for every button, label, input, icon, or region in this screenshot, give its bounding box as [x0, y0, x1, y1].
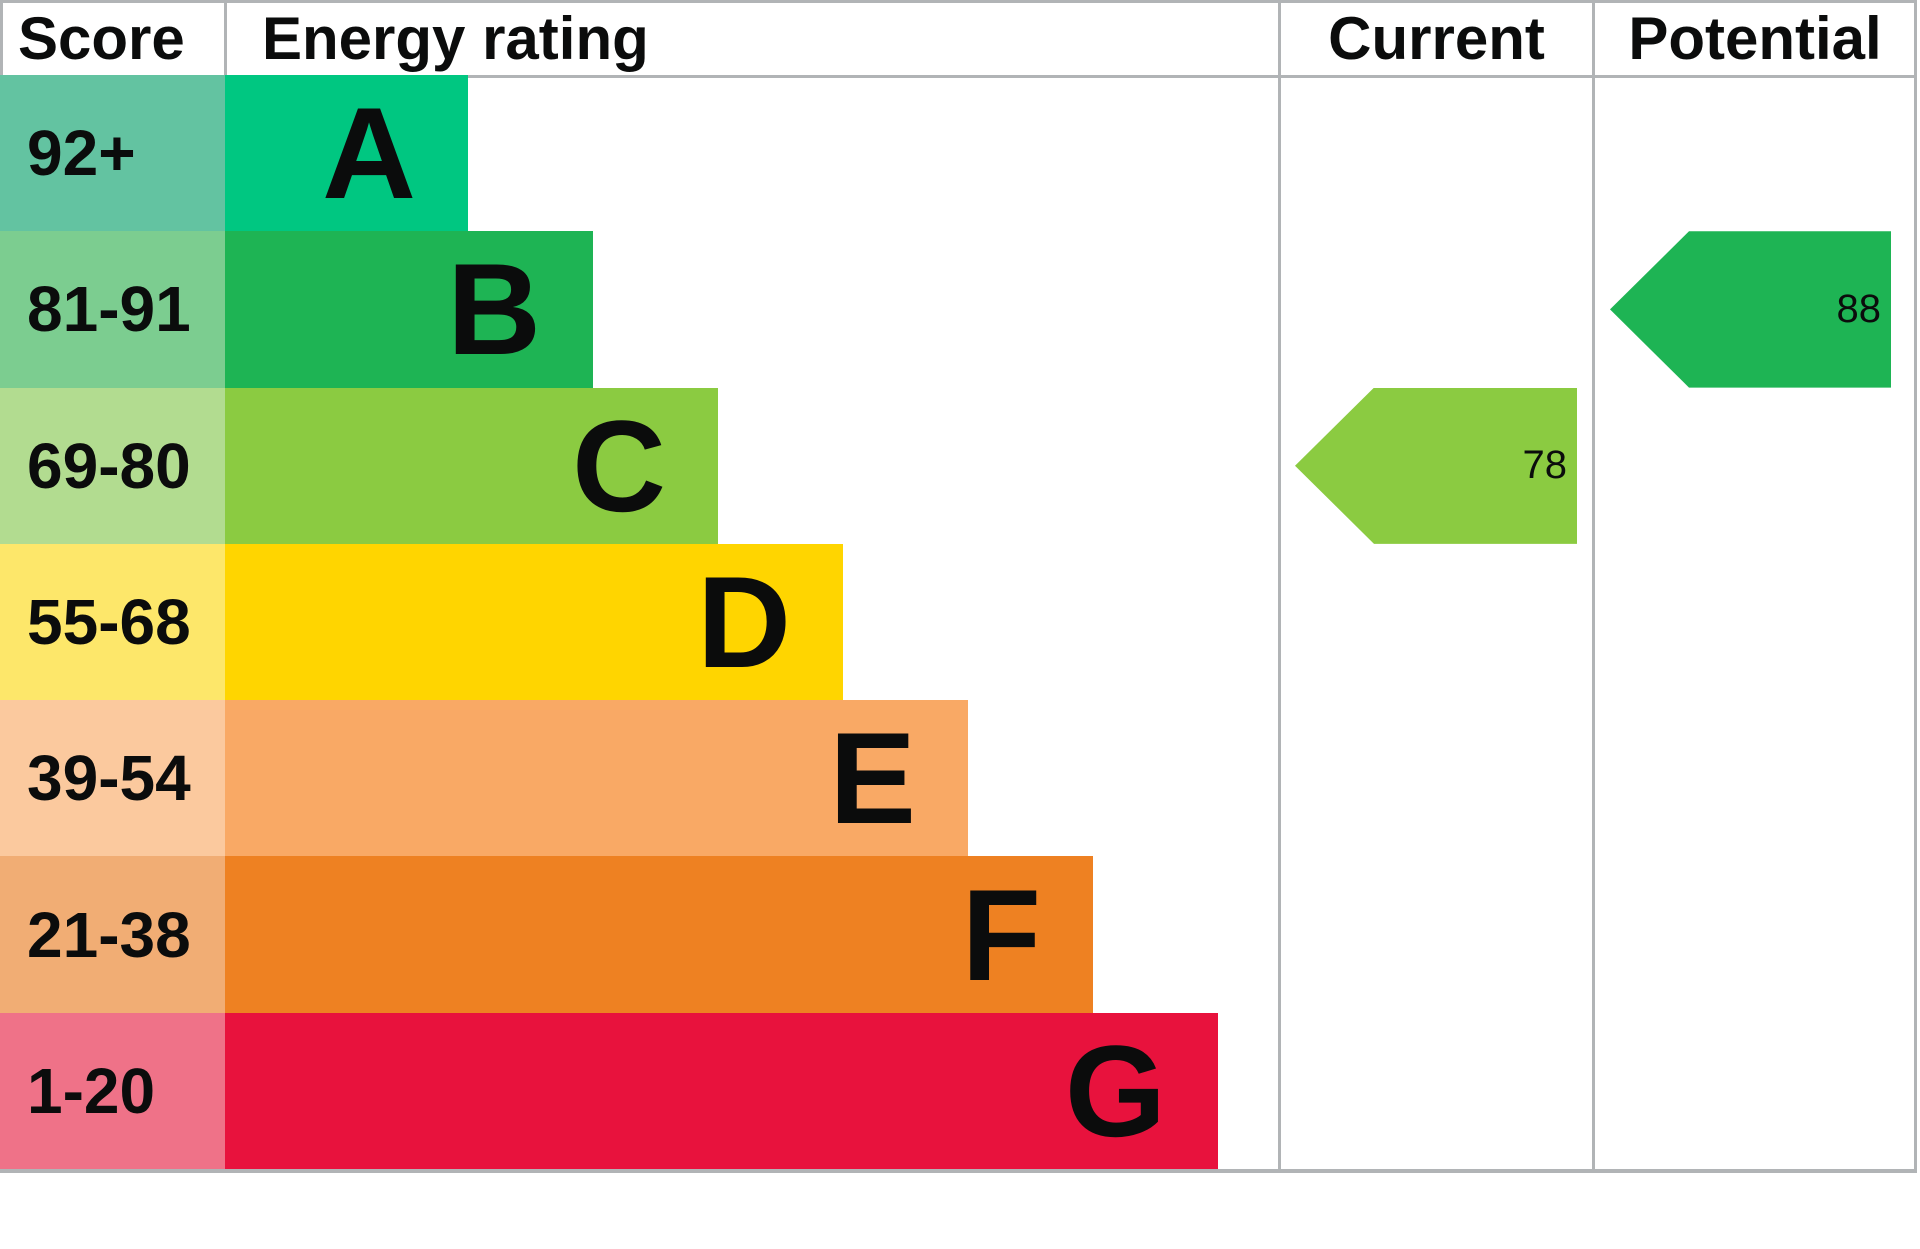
score-range-a: 92+ [0, 75, 225, 232]
header-underline [0, 75, 1917, 78]
band-row-f: 21-38 F [0, 856, 1916, 1013]
band-bar-e: E [225, 700, 968, 857]
score-range-b: 81-91 [0, 231, 225, 388]
current-column-header: Current [1328, 5, 1545, 72]
score-range-e: 39-54 [0, 700, 225, 857]
potential-rating-value: 88 [1836, 286, 1882, 331]
potential-column-header: Potential [1628, 5, 1882, 72]
score-range-d: 55-68 [0, 543, 225, 701]
band-bar-g: G [225, 1012, 1218, 1169]
band-bar-f: F [225, 856, 1093, 1013]
current-column-divider [1278, 0, 1281, 1173]
energy-rating-column-header: Energy rating [262, 5, 649, 72]
band-row-d: 55-68 D [0, 543, 1916, 701]
chart-top-border [0, 0, 1917, 3]
band-bar-d: D [225, 543, 843, 701]
band-row-a: 92+ A [0, 75, 1916, 232]
current-rating-value: 78 [1522, 443, 1568, 488]
chart-bottom-border [0, 1169, 1917, 1173]
band-bar-a: A [225, 75, 468, 232]
band-row-b: 81-91 B [0, 231, 1916, 388]
score-column-divider [224, 0, 227, 78]
band-row-e: 39-54 E [0, 700, 1916, 857]
band-row-c: 69-80 C [0, 387, 1916, 544]
band-row-g: 1-20 G [0, 1012, 1916, 1169]
header-left-border [0, 0, 3, 78]
potential-column-divider [1592, 0, 1595, 1173]
band-bar-b: B [225, 231, 593, 388]
band-bar-c: C [225, 387, 718, 544]
score-column-header: Score [18, 5, 185, 72]
chart-right-border [1914, 0, 1917, 1173]
score-range-g: 1-20 [0, 1012, 225, 1169]
score-range-c: 69-80 [0, 387, 225, 544]
score-range-f: 21-38 [0, 856, 225, 1013]
rating-band-rows: 92+ A 81-91 B 69-80 C 55-68 D 39-54 E 21-38 F 1-20 G [0, 75, 1916, 1169]
